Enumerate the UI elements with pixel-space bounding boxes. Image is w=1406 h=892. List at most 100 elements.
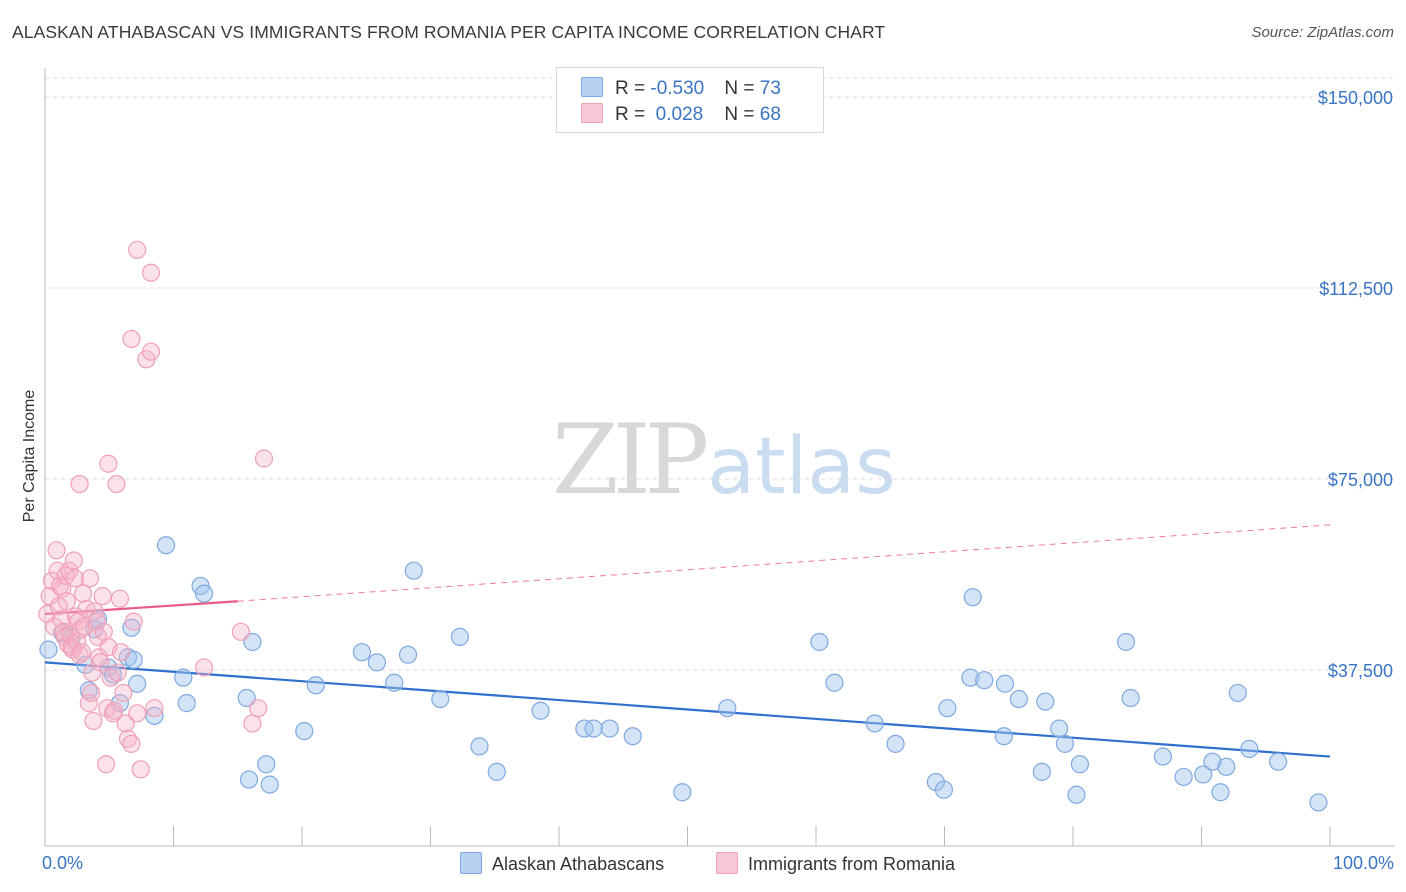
point-athabascan <box>1194 765 1213 784</box>
point-romania <box>93 587 112 606</box>
point-romania <box>64 551 83 570</box>
series-legend-romania: Immigrants from Romania <box>716 852 955 875</box>
point-romania <box>47 541 66 560</box>
y-tick-label: $37,500 <box>1328 661 1393 681</box>
point-romania <box>98 699 117 718</box>
point-romania <box>141 342 161 361</box>
series-legend-athabascan: Alaskan Athabascans <box>460 852 664 875</box>
point-athabascan <box>295 722 314 741</box>
series-swatch-athabascan <box>460 852 482 874</box>
point-athabascan <box>934 780 954 799</box>
axes <box>44 68 1395 847</box>
y-tick-label: $150,000 <box>1318 88 1393 108</box>
point-athabascan <box>156 536 176 555</box>
tick-labels: $37,500 $75,000 $112,500 $150,000 0.0% 100.0% <box>42 88 1394 873</box>
point-athabascan <box>487 762 506 781</box>
correlation-legend: R = -0.530 N = 73 R = 0.028 N = 68 <box>556 67 824 133</box>
point-romania <box>70 474 89 494</box>
point-athabascan <box>79 681 98 700</box>
point-romania <box>87 612 106 631</box>
trend-line-romania-extension <box>237 524 1331 602</box>
point-athabascan <box>886 734 905 753</box>
point-athabascan <box>39 640 58 659</box>
point-athabascan <box>450 627 469 646</box>
point-romania <box>50 576 70 596</box>
legend-n-value: 68 <box>759 104 781 125</box>
point-athabascan <box>1116 632 1136 652</box>
point-athabascan <box>431 689 450 709</box>
point-athabascan <box>865 714 884 733</box>
trend-lines <box>44 524 1331 758</box>
point-athabascan <box>1070 755 1090 774</box>
point-romania <box>96 755 116 774</box>
y-tick-label: $75,000 <box>1328 470 1393 490</box>
legend-n-label: N = <box>724 104 760 125</box>
point-athabascan <box>623 727 642 746</box>
point-athabascan <box>306 676 325 695</box>
series-name-romania: Immigrants from Romania <box>748 854 956 874</box>
point-athabascan <box>1055 734 1075 753</box>
point-romania <box>84 711 103 731</box>
point-romania <box>131 760 150 779</box>
point-athabascan <box>177 694 196 713</box>
point-romania <box>145 699 164 718</box>
legend-swatch-romania <box>581 103 603 123</box>
point-romania <box>128 704 147 723</box>
point-romania <box>65 569 85 588</box>
point-romania <box>99 454 118 473</box>
point-athabascan <box>1228 683 1247 703</box>
legend-row-athabascan: R = -0.530 N = 73 <box>581 77 834 99</box>
point-romania <box>114 683 133 703</box>
point-athabascan <box>584 719 603 738</box>
point-romania <box>249 699 268 718</box>
point-romania <box>141 263 161 282</box>
point-athabascan <box>718 699 737 718</box>
point-romania <box>80 569 100 588</box>
point-romania <box>243 714 262 733</box>
point-athabascan <box>1240 739 1259 759</box>
point-athabascan <box>1217 757 1236 776</box>
watermark: ZIPatlas <box>552 404 896 516</box>
point-romania <box>73 584 93 603</box>
point-romania <box>111 643 131 662</box>
legend-r-label: R = <box>615 78 651 99</box>
point-romania <box>116 714 135 733</box>
point-athabascan <box>1153 747 1172 766</box>
point-athabascan <box>367 653 387 672</box>
point-romania <box>124 612 143 631</box>
point-athabascan <box>961 668 980 687</box>
point-athabascan <box>1269 752 1288 771</box>
point-athabascan <box>1036 692 1055 711</box>
chart-source: Source: ZipAtlas.com <box>1251 24 1394 41</box>
point-athabascan <box>1067 785 1086 804</box>
series-swatch-romania <box>716 852 738 874</box>
point-romania <box>71 620 90 639</box>
y-tick-label: $112,500 <box>1319 279 1393 299</box>
point-athabascan <box>243 632 262 652</box>
point-athabascan <box>470 737 489 756</box>
legend-row-romania: R = 0.028 N = 68 <box>581 103 834 125</box>
point-romania <box>70 645 89 664</box>
point-athabascan <box>1174 767 1193 787</box>
watermark-atlas: atlas <box>707 422 896 512</box>
point-athabascan <box>239 770 259 789</box>
point-romania <box>118 729 138 748</box>
point-romania <box>194 658 214 677</box>
point-romania <box>122 734 141 753</box>
point-athabascan <box>174 668 193 687</box>
legend-swatch-athabascan <box>581 77 603 97</box>
x-tick-label-min: 0.0% <box>42 853 83 873</box>
chart-title: ALASKAN ATHABASCAN VS IMMIGRANTS FROM RO… <box>12 22 886 42</box>
point-athabascan <box>1009 689 1028 709</box>
point-romania <box>105 701 124 720</box>
point-athabascan <box>575 719 594 738</box>
point-athabascan <box>404 561 423 580</box>
legend-n-label: N = <box>724 78 760 99</box>
point-athabascan <box>145 706 164 725</box>
point-romania <box>122 329 141 349</box>
point-romania <box>231 622 251 641</box>
point-athabascan <box>1211 783 1230 802</box>
point-athabascan <box>257 755 276 774</box>
point-athabascan <box>994 727 1013 746</box>
